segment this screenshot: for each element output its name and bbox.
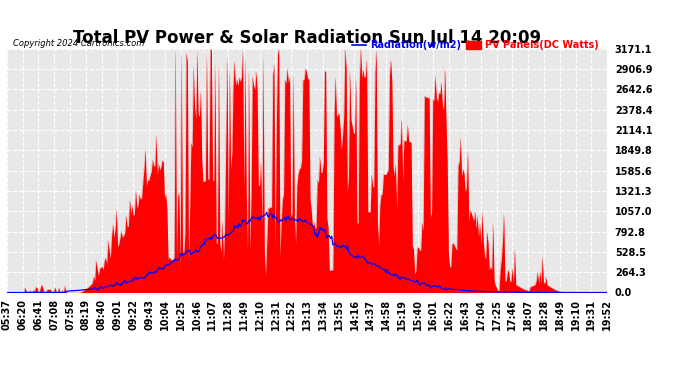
Text: Copyright 2024 Cartronics.com: Copyright 2024 Cartronics.com bbox=[13, 39, 144, 48]
Legend: Radiation(w/m2), PV Panels(DC Watts): Radiation(w/m2), PV Panels(DC Watts) bbox=[348, 36, 602, 54]
Title: Total PV Power & Solar Radiation Sun Jul 14 20:09: Total PV Power & Solar Radiation Sun Jul… bbox=[73, 29, 541, 47]
